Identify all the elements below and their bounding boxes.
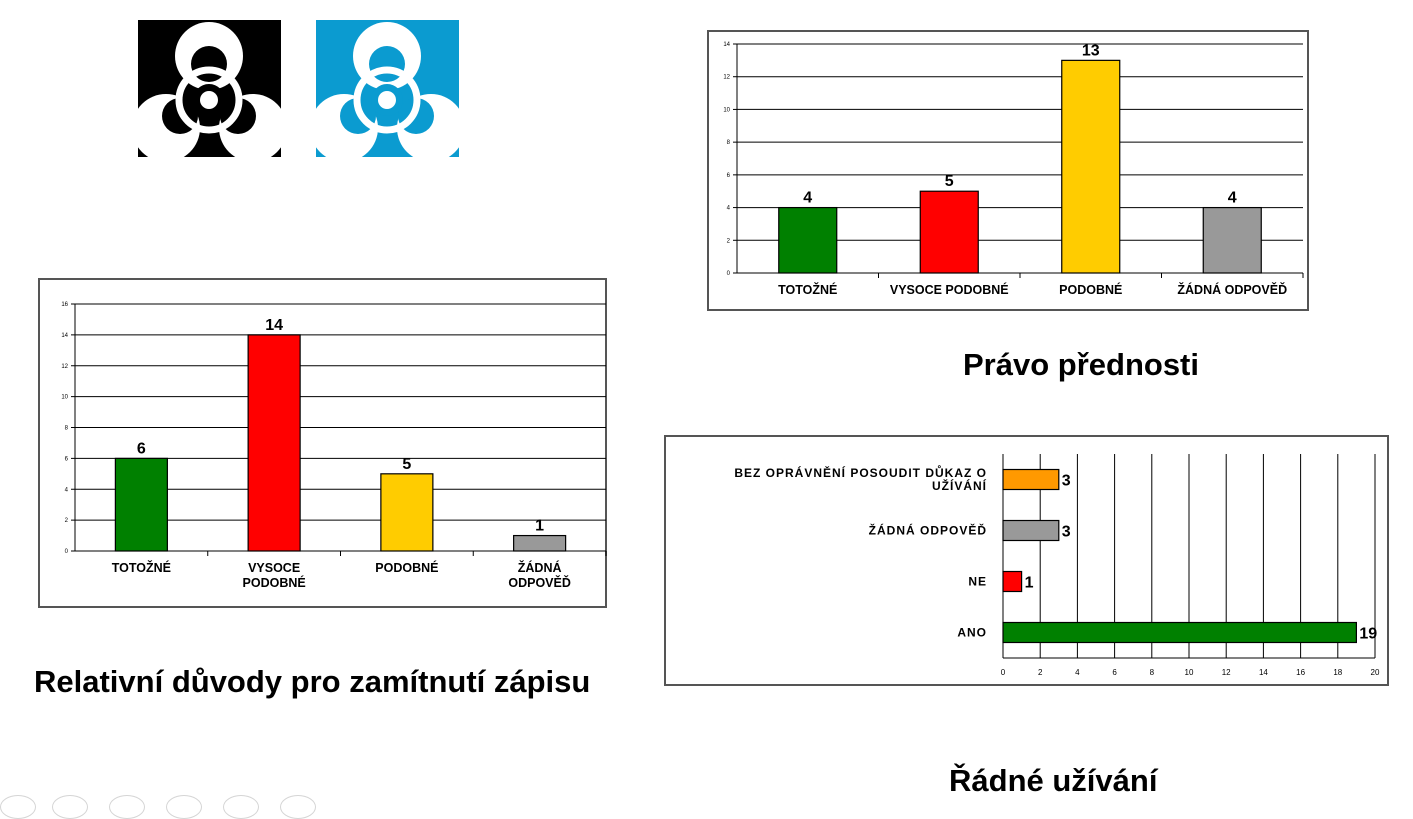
category-label: ŽÁDNÁ ODPOVĚĎ xyxy=(1177,282,1287,297)
bar xyxy=(1002,468,1060,491)
y-tick-label: 12 xyxy=(723,75,730,81)
y-tick-label: 8 xyxy=(65,426,69,432)
x-tick-label: 8 xyxy=(1150,668,1155,677)
y-tick-label: 14 xyxy=(723,42,730,48)
x-tick-label: 6 xyxy=(1112,668,1117,677)
category-label: PODOBNÉ xyxy=(1059,282,1122,297)
y-tick-label: 4 xyxy=(727,206,731,212)
chart-radne-svg: 0 2 4 6 8 10 12 14 16 18 20 3 BEZ OPRÁVNĚNÍ POSOUDIT… xyxy=(734,454,1380,677)
y-tick-label: 0 xyxy=(65,549,69,555)
nav-dot[interactable] xyxy=(109,795,145,819)
category-label: TOTOŽNÉ xyxy=(112,560,171,575)
nav-dot[interactable] xyxy=(280,795,316,819)
caption-relativni: Relativní důvody pro zamítnutí zápisu xyxy=(34,664,591,699)
biohazard-logo-black xyxy=(138,20,281,157)
x-tick-label: 12 xyxy=(1222,668,1231,677)
data-label: 1 xyxy=(535,518,544,535)
caption-radne: Řádné užívání xyxy=(949,763,1158,798)
nav-dot[interactable] xyxy=(52,795,88,819)
nav-dot[interactable] xyxy=(0,795,36,819)
biohazard-icon xyxy=(316,20,459,157)
y-tick-label: 4 xyxy=(65,487,69,493)
category-label: ŽÁDNÁ xyxy=(518,560,562,575)
data-label: 5 xyxy=(402,456,411,473)
bar xyxy=(1061,59,1121,274)
category-label: TOTOŽNÉ xyxy=(778,282,837,297)
y-tick-label: 6 xyxy=(727,173,731,179)
bar xyxy=(247,334,301,552)
data-label: 4 xyxy=(1228,190,1237,207)
y-tick-label: 6 xyxy=(65,456,69,462)
data-label: 13 xyxy=(1082,42,1100,59)
x-tick-label: 4 xyxy=(1075,668,1080,677)
data-label: 19 xyxy=(1359,626,1377,643)
y-tick-label: 12 xyxy=(61,364,68,370)
category-label: ANO xyxy=(957,626,987,640)
x-tick-label: 2 xyxy=(1038,668,1043,677)
y-tick-label: 10 xyxy=(723,107,730,113)
x-tick-label: 10 xyxy=(1185,668,1194,677)
x-tick-label: 20 xyxy=(1371,668,1380,677)
y-tick-label: 8 xyxy=(727,140,731,146)
bar xyxy=(114,457,168,552)
y-tick-label: 16 xyxy=(61,302,68,308)
x-tick-label: 14 xyxy=(1259,668,1268,677)
bar xyxy=(1002,519,1060,542)
data-label: 14 xyxy=(265,317,283,334)
category-label: PODOBNÉ xyxy=(243,575,306,590)
nav-dot[interactable] xyxy=(223,795,259,819)
data-label: 1 xyxy=(1025,575,1034,592)
chart-relativni: 0 2 4 6 8 10 12 14 16 6 TOTOŽNÉ 14 VYSOCE PODOBNÉ 5 POD… xyxy=(38,278,607,608)
data-label: 5 xyxy=(945,173,954,190)
chart-radne: 0 2 4 6 8 10 12 14 16 18 20 3 BEZ OPRÁVNĚNÍ POSOUDIT… xyxy=(664,435,1389,686)
bar xyxy=(919,190,979,274)
bar xyxy=(1002,621,1357,644)
nav-dot[interactable] xyxy=(166,795,202,819)
x-tick-label: 18 xyxy=(1333,668,1342,677)
x-tick-label: 0 xyxy=(1001,668,1006,677)
category-label: PODOBNÉ xyxy=(375,560,438,575)
bar xyxy=(1002,570,1023,593)
category-label: BEZ OPRÁVNĚNÍ POSOUDIT DŮKAZ O xyxy=(734,464,987,480)
data-label: 4 xyxy=(803,190,812,207)
y-tick-label: 2 xyxy=(65,518,69,524)
category-label: ŽÁDNÁ ODPOVĚĎ xyxy=(869,523,987,538)
category-label: UŽÍVÁNÍ xyxy=(932,478,987,493)
category-label: VYSOCE xyxy=(248,561,300,575)
data-label: 3 xyxy=(1062,524,1071,541)
y-tick-label: 0 xyxy=(727,271,731,277)
bar xyxy=(513,534,567,552)
biohazard-icon xyxy=(138,20,281,157)
bar xyxy=(778,206,838,274)
category-label: ODPOVĚĎ xyxy=(508,575,571,590)
category-label: VYSOCE PODOBNÉ xyxy=(890,282,1009,297)
caption-pravo: Právo přednosti xyxy=(963,347,1199,382)
data-label: 3 xyxy=(1062,473,1071,490)
chart-relativni-svg: 02468101214166TOTOŽNÉ14VYSOCEPODOBNÉ5POD… xyxy=(61,302,607,590)
chart-pravo: 0 2 4 6 8 10 12 14 4 TOTOŽNÉ 5 VYSOCE PODOBNÉ 13 PODO… xyxy=(707,30,1309,311)
category-label: NE xyxy=(968,575,987,589)
y-tick-label: 10 xyxy=(61,395,68,401)
bar xyxy=(380,473,434,552)
y-tick-label: 2 xyxy=(727,238,731,244)
y-tick-label: 14 xyxy=(61,333,68,339)
biohazard-logo-blue xyxy=(316,20,459,157)
chart-pravo-svg: 0 2 4 6 8 10 12 14 4 TOTOŽNÉ 5 VYSOCE PODOBNÉ 13 PODO… xyxy=(723,42,1304,297)
x-tick-label: 16 xyxy=(1296,668,1305,677)
data-label: 6 xyxy=(137,440,146,457)
bar xyxy=(1202,206,1262,274)
